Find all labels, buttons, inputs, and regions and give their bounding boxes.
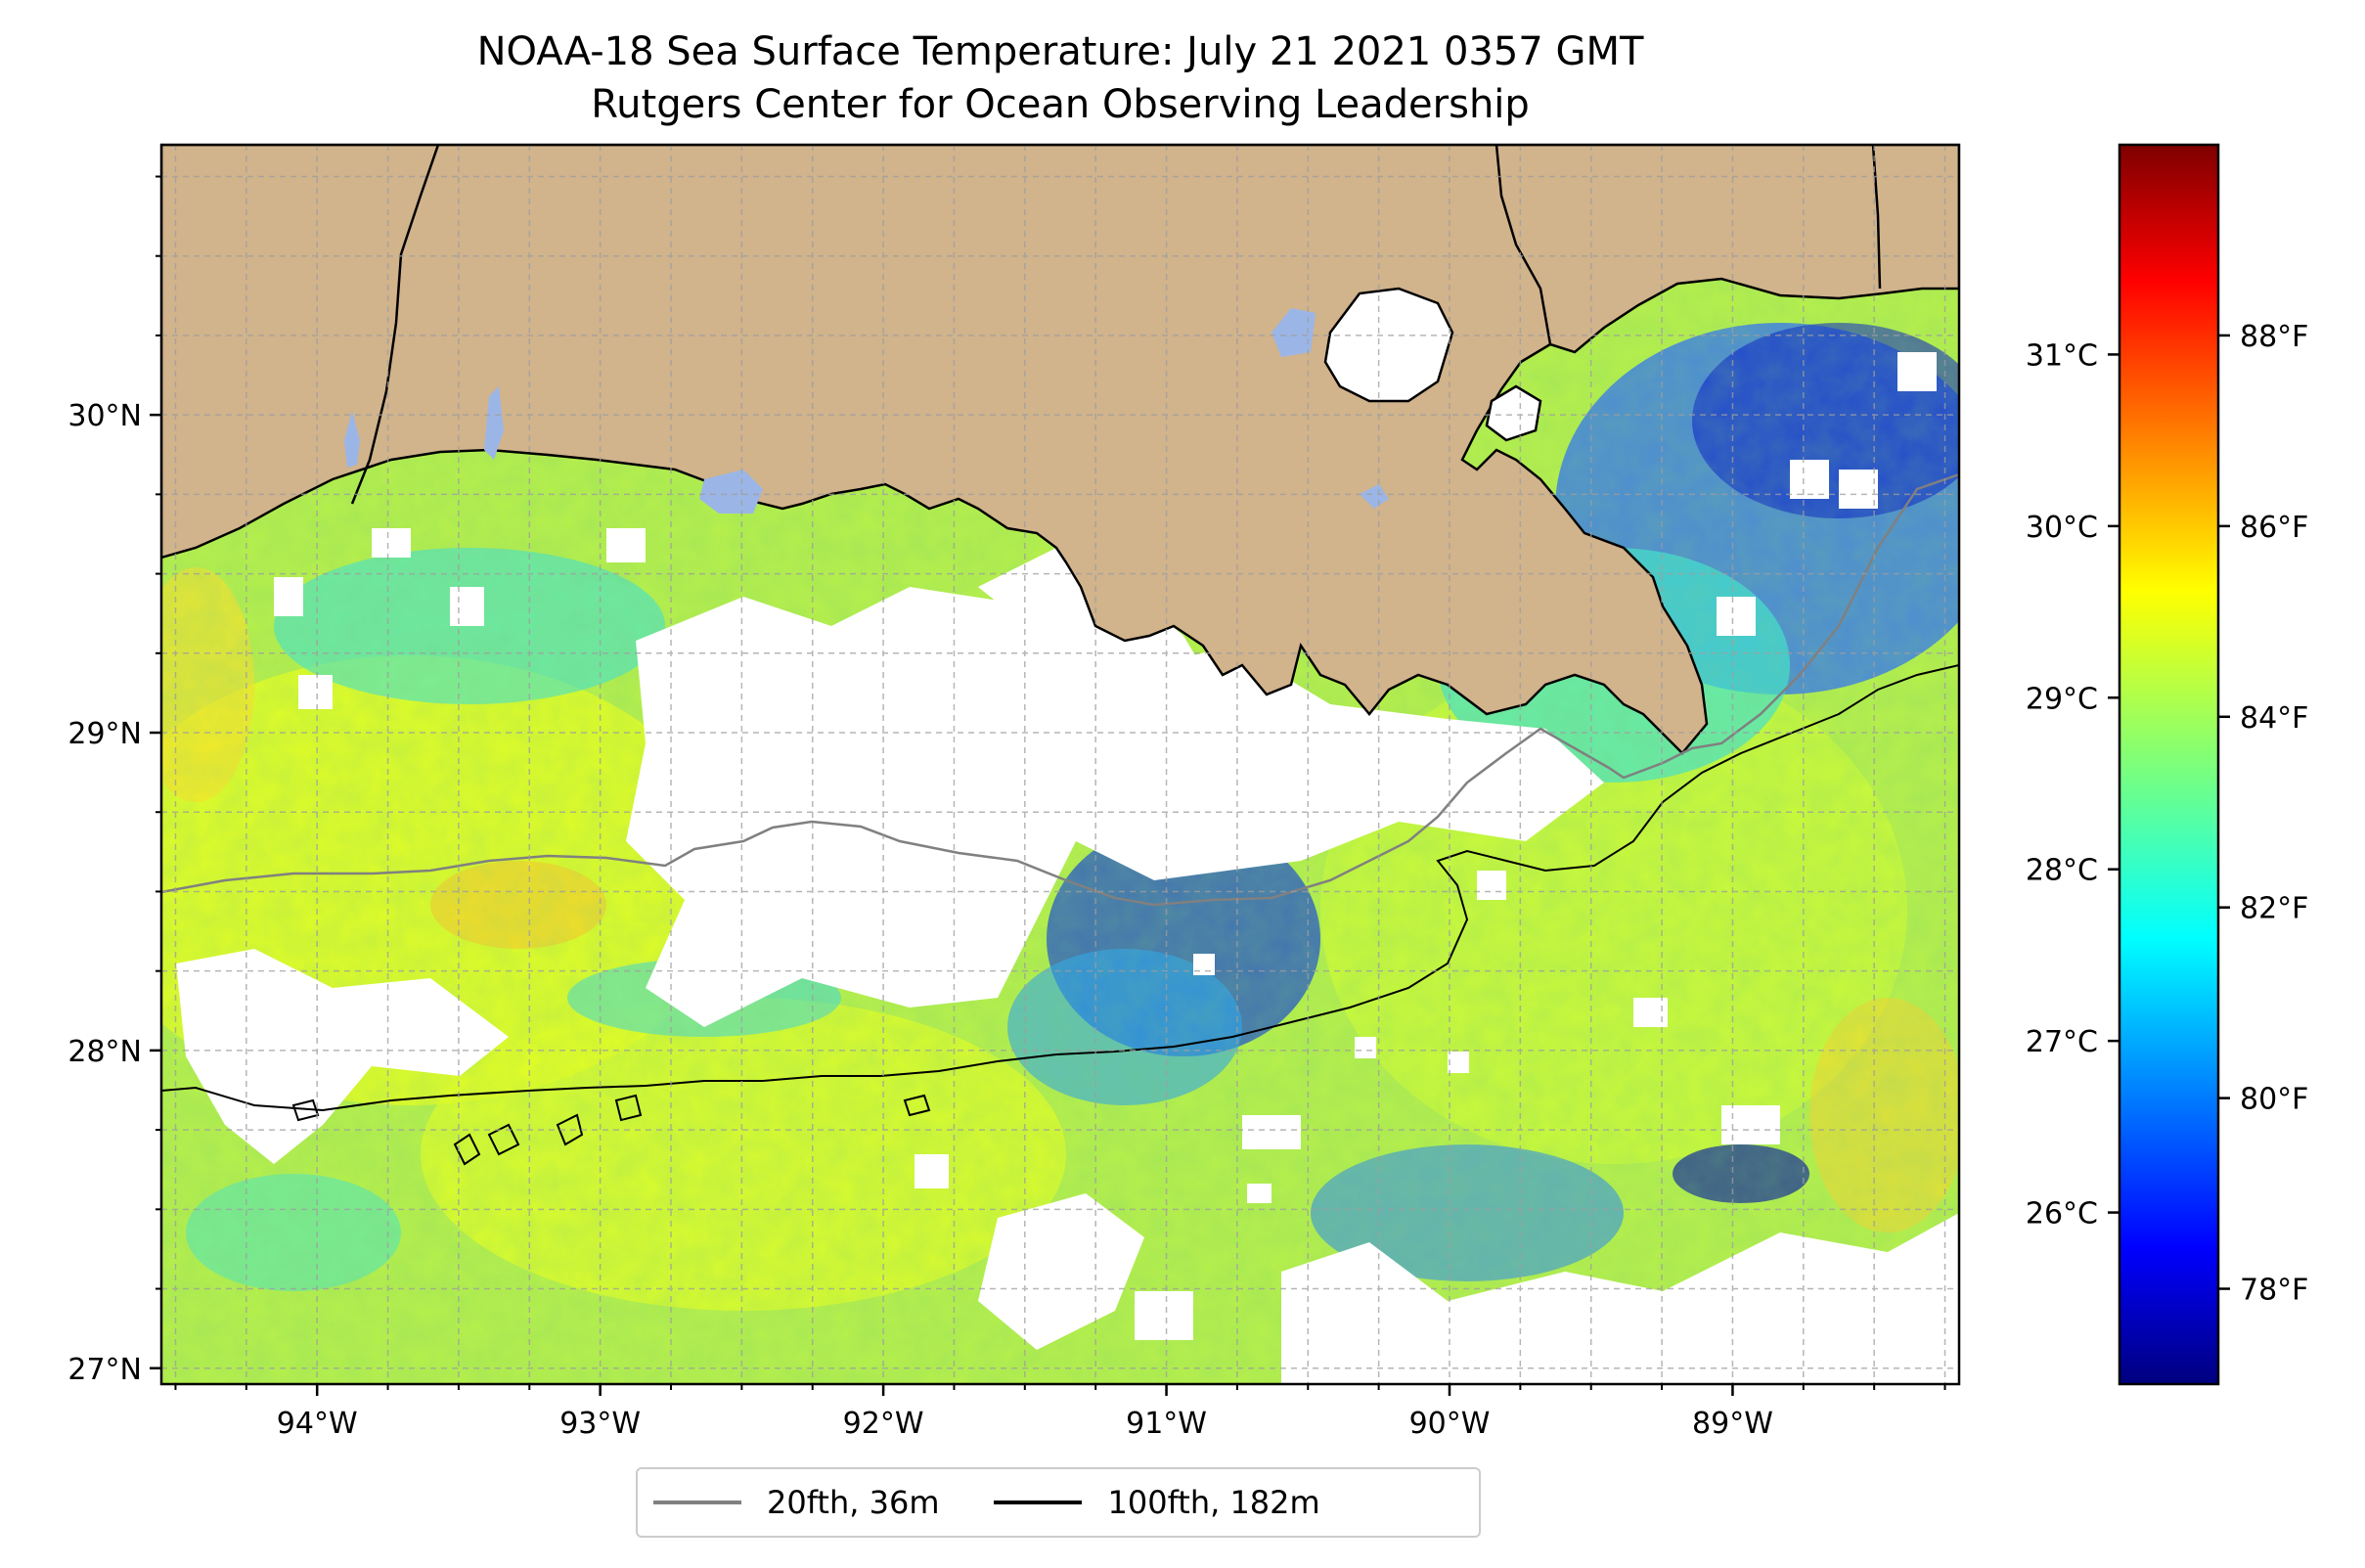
colorbar-label-fahrenheit: 84°F — [2240, 701, 2308, 736]
lake-borgne — [1485, 384, 1542, 442]
lake-pontchartrain — [1323, 287, 1454, 403]
colorbar-label-celsius: 29°C — [2026, 682, 2098, 716]
isobath-100fth-line — [161, 664, 1959, 1112]
lon-tick-label: 89°W — [1692, 1407, 1773, 1441]
colorbar-label-celsius: 30°C — [2026, 511, 2098, 545]
cloud-gap-south — [978, 1193, 1144, 1350]
colorbar-gradient — [2118, 143, 2220, 1386]
colorbar-label-fahrenheit: 82°F — [2240, 892, 2308, 926]
map-axis-ticks: 94°W 93°W 92°W 91°W 90°W 89°W 27°N 28°N 29°N 30°N — [67, 175, 1946, 1441]
colorbar-label-fahrenheit: 80°F — [2240, 1083, 2308, 1117]
colorbar-label-fahrenheit: 78°F — [2240, 1274, 2308, 1308]
cloud-gaps — [176, 352, 1959, 1384]
lat-tick-label: 29°N — [67, 717, 142, 751]
lon-tick-label: 93°W — [559, 1407, 641, 1441]
figure-title-line-2: Rutgers Center for Ocean Observing Leade… — [591, 82, 1530, 127]
legend-item-20fth: 20fth, 36m — [653, 1484, 939, 1521]
lake-maurepas — [1272, 308, 1316, 357]
lakes — [344, 287, 1542, 514]
figure-title-line-1: NOAA-18 Sea Surface Temperature: July 21… — [477, 29, 1644, 74]
state-border — [1495, 145, 1552, 345]
legend-line-20fth — [653, 1501, 741, 1504]
lake-calcasieu — [484, 386, 504, 460]
colorbar-ticks: 26°C 27°C 28°C 29°C 30°C 31°C 78°F 80°F 82°F 84°F… — [2026, 320, 2309, 1308]
lon-tick-label: 92°W — [843, 1407, 924, 1441]
legend: 20fth, 36m 100fth, 182m — [636, 1467, 1481, 1538]
legend-label-100fth: 100fth, 182m — [1107, 1484, 1320, 1521]
shelf-banks — [291, 1094, 931, 1166]
legend-line-100fth — [994, 1501, 1083, 1504]
sabine-river — [350, 145, 440, 505]
isobath-20fth-line — [161, 472, 1959, 907]
colorbar: 26°C 27°C 28°C 29°C 30°C 31°C 78°F 80°F 82°F 84°F… — [2026, 143, 2309, 1386]
legend-item-100fth: 100fth, 182m — [994, 1484, 1320, 1521]
lake-sabine — [344, 411, 360, 468]
colorbar-label-fahrenheit: 86°F — [2240, 511, 2308, 545]
map-gridlines — [161, 145, 1959, 1384]
lat-tick-label: 28°N — [67, 1035, 142, 1069]
map-panel — [161, 145, 1959, 1384]
lat-tick-label: 30°N — [67, 399, 142, 433]
lon-tick-label: 91°W — [1126, 1407, 1207, 1441]
legend-label-20fth: 20fth, 36m — [767, 1484, 940, 1521]
colorbar-label-celsius: 27°C — [2026, 1025, 2098, 1059]
lake-salvador — [1360, 484, 1389, 509]
lat-tick-label: 27°N — [67, 1353, 142, 1387]
lon-tick-label: 94°W — [277, 1407, 358, 1441]
colorbar-label-fahrenheit: 88°F — [2240, 320, 2308, 354]
colorbar-label-celsius: 26°C — [2026, 1197, 2098, 1232]
map-frame — [159, 143, 1961, 1386]
lake-white — [699, 470, 763, 514]
cloud-gap-southeast — [1281, 1213, 1959, 1384]
lon-tick-label: 90°W — [1409, 1407, 1491, 1441]
colorbar-label-celsius: 31°C — [2026, 338, 2098, 373]
cloud-gap-central — [626, 587, 1604, 1027]
colorbar-label-celsius: 28°C — [2026, 854, 2098, 888]
